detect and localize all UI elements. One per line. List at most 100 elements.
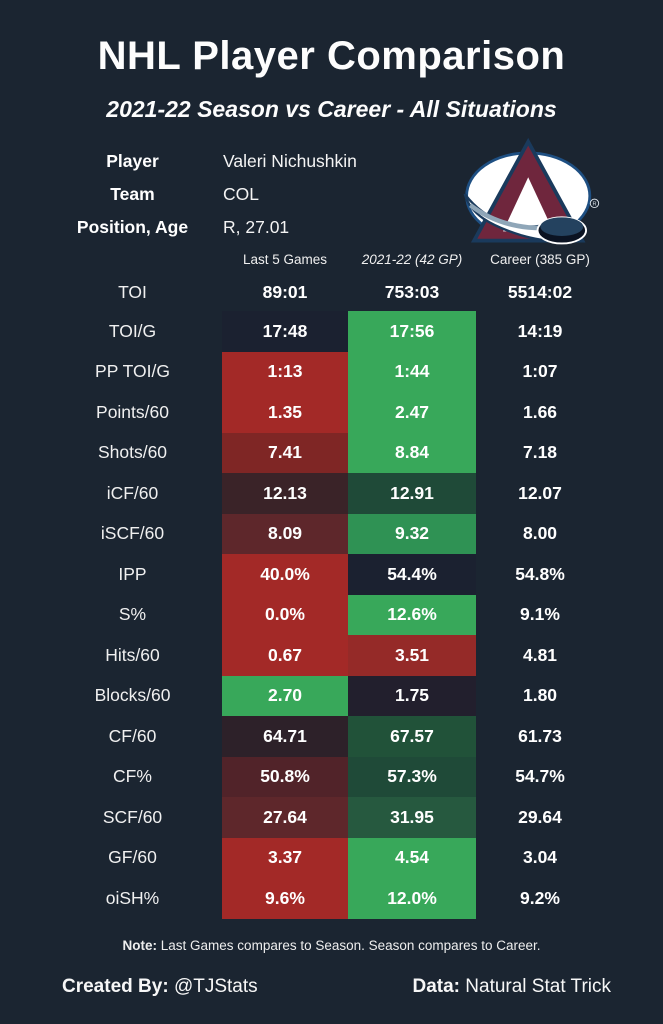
stat-cell: 5514:02 (507, 281, 573, 302)
stat-cell: 1.80 (522, 685, 558, 706)
table-row-toi: TOI 89:01 753:03 5514:02 (43, 273, 604, 311)
stat-cell: 54.4% (348, 554, 476, 595)
stat-cell: 54.8% (515, 563, 565, 584)
note: Note: Last Games compares to Season. Sea… (0, 937, 663, 955)
table-row-blocks-60: Blocks/60 2.70 1.75 1.80 (43, 675, 604, 716)
stat-cell: 753:03 (384, 281, 440, 302)
row-label: PP TOI/G (95, 361, 170, 382)
stat-cell: 12.91 (348, 473, 476, 514)
row-label: Blocks/60 (94, 685, 171, 706)
stat-cell: 54.7% (515, 766, 565, 787)
stat-cell: 1.35 (222, 392, 348, 433)
player-label: Player (106, 151, 159, 171)
stat-cell: 29.64 (518, 806, 562, 827)
stat-cell: 2.47 (348, 392, 476, 433)
row-label: oiSH% (105, 887, 160, 908)
player-info-row: Team COL (0, 178, 663, 211)
player-info-row: Player Valeri Nichushkin (0, 145, 663, 178)
position-age-value: R, 27.01 (223, 217, 290, 237)
stat-cell: 57.3% (348, 756, 476, 797)
stat-cell: 8.00 (522, 523, 558, 544)
player-info-block: Player Valeri Nichushkin Team COL Positi… (0, 138, 663, 245)
table-header-row: Last 5 Games 2021-22 (42 GP) Career (385… (43, 245, 604, 273)
stat-cell: 7.18 (522, 442, 558, 463)
data-source: Data: Natural Stat Trick (412, 975, 611, 999)
row-label: CF% (113, 766, 152, 787)
column-header-last-5-games: Last 5 Games (242, 251, 328, 267)
stat-cell: 31.95 (348, 797, 476, 838)
stat-cell: 1.75 (348, 675, 476, 716)
stat-cell: 1:07 (522, 361, 558, 382)
header-spacer (43, 245, 222, 273)
created-by: Created By: @TJStats (62, 975, 258, 999)
stat-cell: 89:01 (262, 281, 308, 302)
stat-cell: 27.64 (222, 797, 348, 838)
table-row-pp-toi-g: PP TOI/G 1:13 1:44 1:07 (43, 351, 604, 392)
stat-cell: 3.04 (522, 847, 558, 868)
column-header-season: 2021-22 (42 GP) (361, 251, 463, 267)
table-row-cf-60: CF/60 64.71 67.57 61.73 (43, 716, 604, 757)
player-info-row: Position, Age R, 27.01 (0, 211, 663, 244)
row-label: IPP (118, 563, 147, 584)
player-name: Valeri Nichushkin (223, 151, 357, 171)
stat-cell: 9.2% (520, 887, 560, 908)
table-row-iscf-60: iSCF/60 8.09 9.32 8.00 (43, 513, 604, 554)
stat-cell: 17:48 (222, 311, 348, 352)
team-value: COL (223, 184, 259, 204)
created-by-value: @TJStats (173, 975, 258, 997)
stat-cell: 2.70 (222, 675, 348, 716)
stat-cell: 1.66 (522, 401, 558, 422)
row-label: iCF/60 (106, 482, 159, 503)
data-source-label: Data: (412, 975, 460, 997)
stats-table: Last 5 Games 2021-22 (42 GP) Career (385… (43, 245, 604, 919)
row-label: GF/60 (108, 847, 157, 868)
stat-cell: 0.0% (222, 594, 348, 635)
stat-cell: 3.37 (222, 837, 348, 878)
row-label: Shots/60 (97, 442, 168, 463)
row-label: Points/60 (96, 401, 169, 422)
row-label: CF/60 (108, 725, 157, 746)
stat-cell: 7.41 (222, 432, 348, 473)
table-row-shots-60: Shots/60 7.41 8.84 7.18 (43, 432, 604, 473)
footer: Created By: @TJStats Data: Natural Stat … (0, 975, 663, 999)
stat-cell: 12.13 (222, 473, 348, 514)
table-row-gf-60: GF/60 3.37 4.54 3.04 (43, 837, 604, 878)
stat-cell: 12.6% (348, 594, 476, 635)
stat-cell: 1:13 (222, 351, 348, 392)
stat-cell: 17:56 (348, 311, 476, 352)
stat-cell: 40.0% (222, 554, 348, 595)
stat-cell: 12.07 (518, 482, 562, 503)
stat-cell: 4.54 (348, 837, 476, 878)
stat-cell: 0.67 (222, 635, 348, 676)
row-label: SCF/60 (102, 806, 163, 827)
page-subtitle: 2021-22 Season vs Career - All Situation… (106, 96, 557, 122)
stat-cell: 64.71 (222, 716, 348, 757)
stat-cell: 61.73 (518, 725, 562, 746)
row-label: S% (118, 604, 147, 625)
stat-cell: 50.8% (222, 756, 348, 797)
stat-cell: 1:44 (348, 351, 476, 392)
note-prefix: Note: (122, 937, 158, 953)
note-text: Last Games compares to Season. Season co… (160, 937, 541, 953)
table-row-points-60: Points/60 1.35 2.47 1.66 (43, 392, 604, 433)
row-label: TOI/G (108, 320, 157, 341)
table-row-scf-60: SCF/60 27.64 31.95 29.64 (43, 797, 604, 838)
table-row-toi-g: TOI/G 17:48 17:56 14:19 (43, 311, 604, 352)
stat-cell: 9.1% (520, 604, 560, 625)
stat-cell: 8.09 (222, 513, 348, 554)
team-label: Team (110, 184, 155, 204)
team-logo-avalanche-icon: R (463, 138, 600, 245)
row-label: Hits/60 (105, 644, 160, 665)
stat-cell: 4.81 (522, 644, 558, 665)
row-label: TOI (118, 281, 147, 302)
table-row-icf-60: iCF/60 12.13 12.91 12.07 (43, 473, 604, 514)
page-title: NHL Player Comparison (97, 34, 566, 78)
position-age-label: Position, Age (76, 217, 189, 237)
svg-text:R: R (592, 202, 596, 208)
stat-cell: 8.84 (348, 432, 476, 473)
stat-cell: 14:19 (517, 320, 563, 341)
created-by-label: Created By: (62, 975, 169, 997)
table-row-ipp: IPP 40.0% 54.4% 54.8% (43, 554, 604, 595)
table-row-hits-60: Hits/60 0.67 3.51 4.81 (43, 635, 604, 676)
